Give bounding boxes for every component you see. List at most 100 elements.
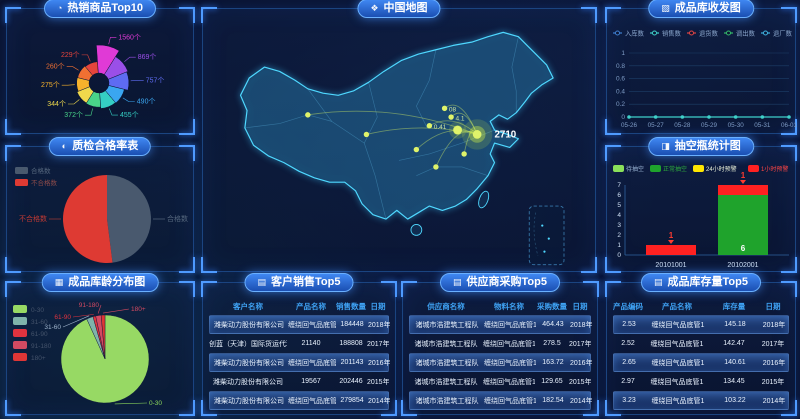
table-row[interactable]: 诸城市浩建筑工程队 缠绕回气品底管1 182.54 2014年: [409, 391, 592, 411]
table-cell: 2.53: [622, 321, 636, 329]
bar-segment[interactable]: [718, 185, 768, 195]
legend-label[interactable]: 31-60: [31, 319, 48, 326]
table-cell: 缠绕回气品底管1: [650, 378, 704, 386]
legend-swatch[interactable]: [748, 165, 759, 172]
legend-label[interactable]: 24小时预警: [706, 165, 737, 173]
legend-swatch[interactable]: [613, 165, 624, 172]
table-row[interactable]: 2.65 缠绕回气品底管1 140.61 2016年: [613, 353, 789, 373]
map-point[interactable]: [472, 130, 482, 139]
table-row[interactable]: 诸城市浩建筑工程队 缠绕回气品底管1 129.65 2015年: [409, 373, 592, 390]
legend-label[interactable]: 正常抽空: [663, 165, 687, 173]
map-point[interactable]: [441, 105, 448, 112]
map-point[interactable]: [363, 131, 370, 138]
map-point[interactable]: [448, 114, 454, 120]
data-point[interactable]: [653, 115, 658, 119]
bar-segment[interactable]: [646, 245, 696, 255]
legend-label[interactable]: 入库数: [625, 29, 645, 38]
rose-label: 260个: [46, 63, 65, 71]
legend-swatch[interactable]: [693, 165, 704, 172]
rose-slice[interactable]: [85, 91, 101, 108]
rose-slice[interactable]: [105, 85, 125, 104]
bar-segment[interactable]: [718, 195, 768, 255]
table-header-row: 供应商名称 物料名称 采购数量 日期: [409, 299, 591, 314]
legend-swatch[interactable]: [13, 305, 27, 313]
table-row[interactable]: 2.53 缠绕回气品底管1 145.18 2018年: [613, 315, 789, 335]
map-point[interactable]: [426, 123, 433, 129]
rose-slice[interactable]: [76, 86, 95, 104]
legend-marker-dot[interactable]: [652, 30, 657, 36]
table-row[interactable]: 潍柴动力股份有限公司 缠绕回气品底管1 184448 2018年: [209, 315, 390, 335]
table-row[interactable]: 诸城市浩建筑工程队 缠绕回气品底管1 278.5 2017年: [409, 335, 592, 352]
table-row[interactable]: 潍柴动力股份有限公司 19567 202446 2015年: [209, 373, 389, 390]
label-leader-line: [81, 54, 91, 62]
table-row[interactable]: 诸城市浩建筑工程队 缠绕回气品底管1 163.72 2016年: [409, 353, 592, 373]
legend-label[interactable]: 61-90: [31, 331, 48, 338]
rose-slice[interactable]: [99, 90, 116, 109]
legend-marker-dot[interactable]: [615, 30, 620, 36]
table-row[interactable]: 潍柴动力股份有限公司 缠绕回气品底管1 279854 2014年: [209, 391, 390, 411]
data-point[interactable]: [760, 115, 765, 119]
rose-slice[interactable]: [77, 65, 93, 81]
legend-marker-dot[interactable]: [763, 30, 768, 36]
data-point[interactable]: [680, 115, 685, 119]
rose-slice[interactable]: [96, 44, 120, 75]
rose-slice[interactable]: [103, 56, 129, 80]
map-point[interactable]: [305, 112, 311, 118]
table-row[interactable]: 3.23 缠绕回气品底管1 103.22 2014年: [613, 391, 789, 411]
legend-swatch[interactable]: [15, 167, 28, 174]
legend-label[interactable]: 180+: [31, 355, 46, 362]
map-data-points[interactable]: 2710 084.1 0.41: [305, 104, 517, 170]
legend-swatch[interactable]: [13, 329, 27, 337]
map-point[interactable]: [461, 151, 467, 157]
table-cell: 2014年: [762, 397, 786, 405]
map-point[interactable]: [433, 164, 439, 170]
data-point[interactable]: [787, 115, 791, 119]
rose-label: 229个: [61, 51, 80, 59]
corner-bracket: [605, 119, 621, 135]
data-point[interactable]: [707, 115, 711, 119]
data-point[interactable]: [733, 115, 738, 119]
data-point[interactable]: [627, 115, 631, 119]
legend-label[interactable]: 销售数: [662, 29, 682, 38]
legend-label[interactable]: 91-180: [31, 343, 52, 350]
table-cell: 182.54: [542, 397, 564, 405]
legend-swatch[interactable]: [13, 317, 27, 325]
table-cell: 103.22: [724, 397, 746, 405]
pie-slice-pass[interactable]: [107, 175, 152, 263]
legend-label[interactable]: 1小时预警: [761, 165, 788, 173]
warehouse-io-line-chart[interactable]: 入库数 销售数 退货数 调出数 退厂数 0 0.2 0.4 0.6 0.8 1 05-26 05-27 0…: [607, 21, 798, 133]
legend-marker-dot[interactable]: [689, 30, 694, 36]
hot-products-rose-chart[interactable]: 229个 260个 275个 344个 372个 455个 490个 757个 869个 1560…: [7, 21, 193, 131]
table-row[interactable]: 潍柴动力股份有限公司 缠绕回气品底管1 201143 2016年: [209, 353, 390, 373]
customer-sales-table: 客户名称 产品名称 销售数量 日期 潍柴动力股份有限公司 缠绕回气品底管1 184448 20…: [209, 299, 390, 411]
map-point[interactable]: [453, 125, 462, 135]
table-row[interactable]: 创蓝（天津）国际货运代理有限公司 21140 188808 2017年: [209, 335, 389, 352]
rose-slice[interactable]: [107, 71, 130, 91]
table-row[interactable]: 诸城市浩建筑工程队 缠绕回气品底管1 464.43 2018年: [409, 315, 592, 335]
legend-swatch[interactable]: [15, 179, 28, 186]
legend-label[interactable]: 待抽空: [626, 165, 644, 173]
legend-swatch[interactable]: [13, 341, 27, 349]
legend-label[interactable]: 不合格数: [31, 178, 58, 187]
label-leader-line: [97, 304, 102, 314]
bottle-bar-chart[interactable]: 待抽空 正常抽空 24小时预警 1小时预警 0 1 2 3 4 5 6 7 1 20101001 6 1 201…: [607, 159, 795, 271]
table-cell: 缠绕回气品底管1: [484, 321, 536, 329]
pie-slice[interactable]: [100, 314, 106, 360]
legend-swatch[interactable]: [13, 353, 27, 361]
clock-icon: ◔: [56, 3, 63, 13]
china-map[interactable]: 2710 084.1 0.41: [203, 15, 595, 269]
pie-slice-fail[interactable]: [63, 175, 113, 263]
legend-label[interactable]: 退货数: [699, 29, 719, 38]
legend-label[interactable]: 0-30: [31, 307, 44, 314]
age-pie-chart[interactable]: 0-3031-6061-9091-180180+0-3031-6061-9091…: [7, 297, 193, 411]
map-point[interactable]: [413, 146, 420, 153]
legend-label[interactable]: 调出数: [736, 29, 756, 38]
rose-label: 757个: [146, 76, 165, 84]
legend-label[interactable]: 退厂数: [773, 29, 793, 38]
legend-marker-dot[interactable]: [726, 30, 731, 36]
table-row[interactable]: 2.52 缠绕回气品底管1 142.47 2017年: [613, 335, 789, 352]
legend-swatch[interactable]: [650, 165, 661, 172]
legend-label[interactable]: 合格数: [31, 166, 51, 175]
table-row[interactable]: 2.97 缠绕回气品底管1 134.45 2015年: [613, 373, 789, 390]
